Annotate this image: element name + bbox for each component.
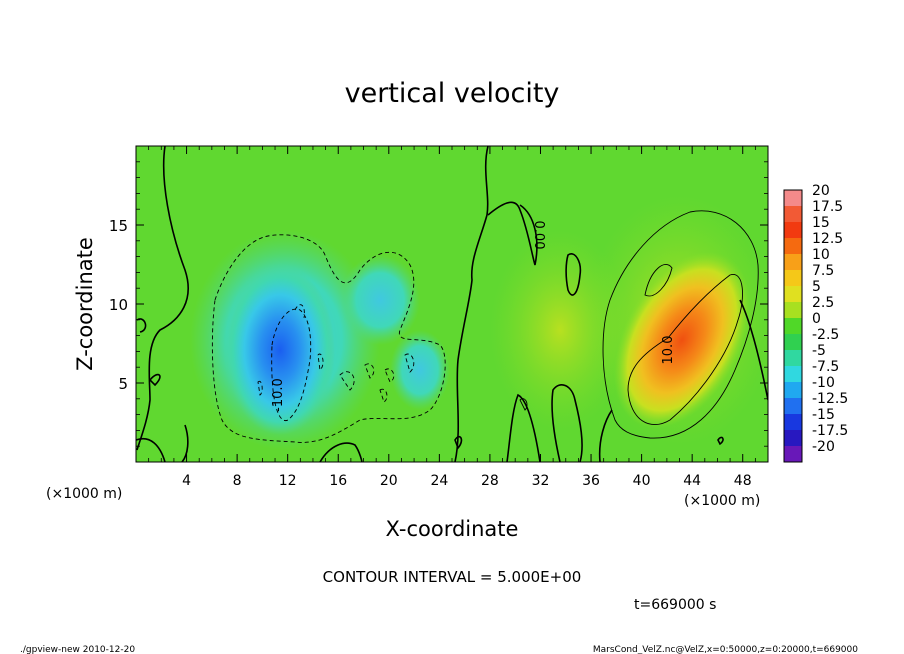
colorbar-label: -12.5 (812, 391, 848, 407)
colorbar-swatch (784, 238, 802, 254)
colorbar-swatch (784, 414, 802, 430)
contour-labels: 0.00 10.0 -10.0 (271, 221, 676, 412)
colorbar-label: 5 (812, 279, 821, 295)
footer-left: ./gpview-new 2010-12-20 (20, 645, 135, 654)
colorbar-label: 15 (812, 215, 830, 231)
colorbar-frame (783, 189, 803, 463)
contour-label-positive: 10.0 (661, 336, 676, 365)
colorbar-swatch (784, 286, 802, 302)
colorbar-label: -2.5 (812, 327, 839, 343)
colorbar-swatch (784, 302, 802, 318)
time-label: t=669000 s (634, 597, 716, 613)
colorbar-label: -5 (812, 343, 826, 359)
downdraft-secondary (390, 330, 450, 410)
colorbar-label: 7.5 (812, 263, 834, 279)
x-tick-label: 16 (329, 473, 347, 489)
colorbar-label: -7.5 (812, 359, 839, 375)
colorbar-label: -20 (812, 439, 835, 455)
x-tick-label: 28 (481, 473, 499, 489)
colorbar-label: 2.5 (812, 295, 834, 311)
zero-contours (136, 146, 768, 462)
x-axis-unit-right: (×1000 m) (684, 493, 760, 509)
colorbar-swatch (784, 222, 802, 238)
contour-interval-note: CONTOUR INTERVAL = 5.000E+00 (323, 568, 582, 586)
colorbar-swatch (784, 270, 802, 286)
colorbar-swatch (784, 446, 802, 462)
contour-label-zero: 0.00 (531, 221, 546, 250)
x-axis-ticks: 4 8 12 16 20 24 28 32 36 40 44 48 (148, 146, 756, 489)
contour-label-negative: -10.0 (271, 378, 286, 412)
chart-title: vertical velocity (345, 78, 560, 109)
negative-contours (211, 234, 446, 443)
downdraft-upper (340, 255, 420, 345)
colorbar-label: -15 (812, 407, 835, 423)
x-tick-label: 40 (633, 473, 651, 489)
colorbar-label: 20 (812, 183, 830, 199)
x-tick-label: 24 (430, 473, 448, 489)
x-tick-label: 48 (734, 473, 752, 489)
y-axis-ticks: 5 10 15 (109, 161, 768, 447)
colorbar-swatch (784, 366, 802, 382)
plot-area: 0.00 10.0 -10.0 (136, 146, 768, 462)
colorbar-swatch (784, 334, 802, 350)
y-tick-label: 15 (109, 217, 128, 235)
colorbar-label: -17.5 (812, 423, 848, 439)
x-tick-label: 4 (182, 473, 191, 489)
colorbar-label: 17.5 (812, 199, 843, 215)
positive-contours (519, 210, 759, 439)
x-tick-label: 12 (279, 473, 297, 489)
colorbar-swatch (784, 350, 802, 366)
colorbar-swatch (784, 382, 802, 398)
colorbar-label: -10 (812, 375, 835, 391)
y-tick-label: 10 (109, 296, 128, 314)
x-tick-label: 20 (380, 473, 398, 489)
colorbar-swatch (784, 430, 802, 446)
colorbar-swatch (784, 206, 802, 222)
colorbar-label: 10 (812, 247, 830, 263)
colorbar-swatch (784, 190, 802, 206)
colorbar: 2017.51512.5107.552.50-2.5-5-7.5-10-12.5… (783, 183, 848, 463)
x-axis-label: X-coordinate (386, 517, 519, 541)
y-tick-label: 5 (118, 375, 128, 393)
x-tick-label: 44 (683, 473, 701, 489)
downdraft-core (225, 265, 335, 435)
colorbar-label: 0 (812, 311, 821, 327)
colorbar-swatch (784, 398, 802, 414)
colorbar-swatch (784, 318, 802, 334)
colorbar-label: 12.5 (812, 231, 843, 247)
x-tick-label: 32 (532, 473, 550, 489)
colorbar-swatch (784, 254, 802, 270)
footer-right: MarsCond_VelZ.nc@VelZ,x=0:50000,z=0:2000… (593, 645, 858, 654)
x-tick-label: 8 (233, 473, 242, 489)
x-tick-label: 36 (582, 473, 600, 489)
y-axis-label: Z-coordinate (73, 237, 97, 371)
x-axis-unit-left: (×1000 m) (46, 486, 122, 502)
